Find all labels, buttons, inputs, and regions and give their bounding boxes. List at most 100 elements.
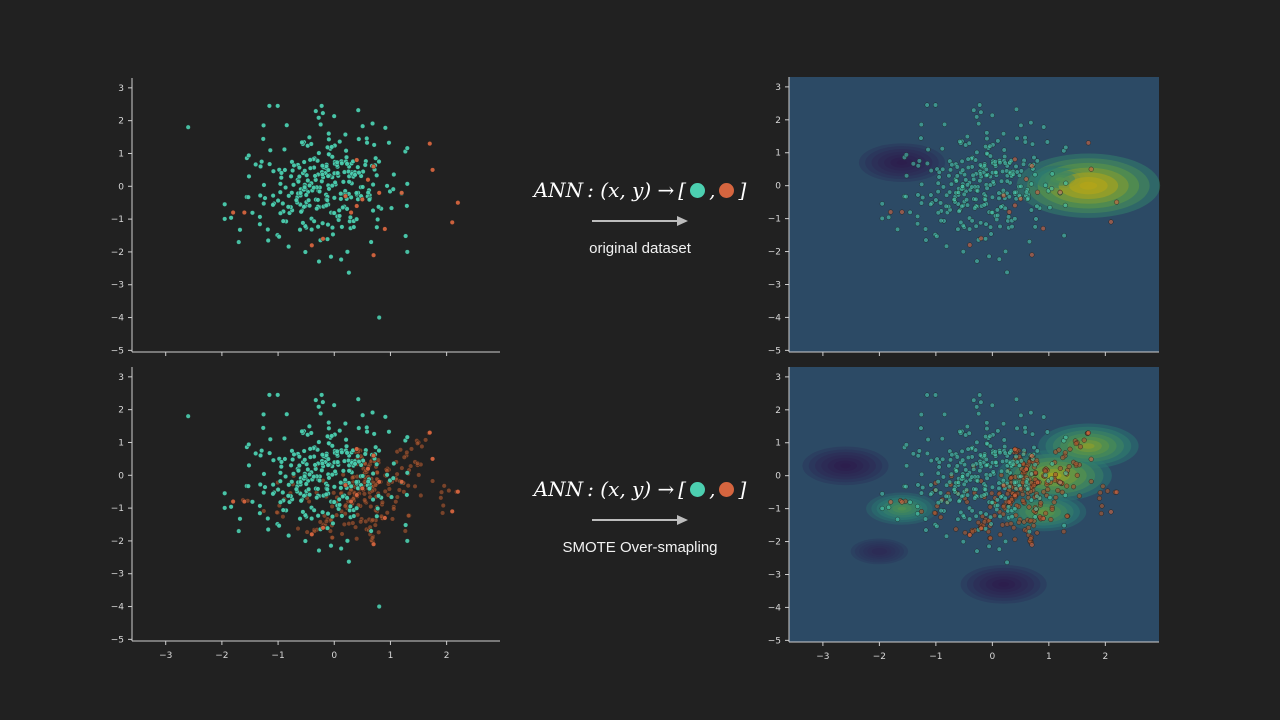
majority-point <box>278 479 283 484</box>
majority-point <box>1024 480 1029 485</box>
majority-point <box>975 440 980 445</box>
majority-point <box>335 449 340 454</box>
synthetic-minority-point <box>1089 479 1094 484</box>
majority-point <box>984 222 989 227</box>
majority-point <box>1023 140 1028 145</box>
majority-point <box>895 227 900 232</box>
majority-point <box>298 516 303 521</box>
majority-point <box>317 189 322 194</box>
synthetic-minority-point <box>376 530 381 535</box>
majority-point <box>961 539 966 544</box>
contour-level <box>1080 182 1098 190</box>
majority-point <box>345 451 350 456</box>
majority-point <box>371 471 376 476</box>
majority-point <box>320 221 325 226</box>
synthetic-minority-point <box>1097 496 1102 501</box>
majority-point <box>989 522 994 527</box>
synthetic-minority-point <box>439 490 444 495</box>
majority-point <box>363 163 368 168</box>
majority-point <box>317 478 322 483</box>
x-tick-label: 0 <box>331 651 337 661</box>
majority-point <box>916 163 921 168</box>
majority-point <box>336 218 341 223</box>
majority-point <box>944 483 949 488</box>
majority-outlier-point <box>377 315 382 320</box>
majority-point <box>340 514 345 519</box>
majority-point <box>353 462 358 467</box>
majority-point <box>229 505 234 510</box>
majority-point <box>337 139 342 144</box>
synthetic-minority-point <box>1064 484 1069 489</box>
majority-point <box>937 175 942 180</box>
majority-point <box>1027 239 1032 244</box>
majority-point <box>983 526 988 531</box>
synthetic-minority-point <box>358 519 363 524</box>
majority-point <box>997 196 1002 201</box>
synthetic-minority-point <box>1056 488 1061 493</box>
majority-point <box>389 495 394 500</box>
majority-point <box>978 178 983 183</box>
majority-point <box>383 415 388 420</box>
majority-point <box>356 108 361 113</box>
minority-point <box>1041 516 1046 521</box>
majority-point <box>261 426 266 431</box>
majority-point <box>976 411 981 416</box>
majority-point <box>316 224 321 229</box>
majority-point <box>987 254 992 259</box>
minority-point <box>1001 193 1006 198</box>
majority-point <box>925 103 930 108</box>
synthetic-minority-point <box>1011 525 1016 530</box>
synthetic-minority-point <box>1020 492 1025 497</box>
synthetic-minority-point <box>1060 455 1065 460</box>
majority-point <box>1000 459 1005 464</box>
majority-point <box>246 153 251 158</box>
majority-point <box>360 474 365 479</box>
majority-point <box>940 146 945 151</box>
majority-point <box>990 403 995 408</box>
majority-point <box>1050 462 1055 467</box>
majority-point <box>1003 161 1008 166</box>
majority-point <box>963 468 968 473</box>
majority-point <box>1019 184 1024 189</box>
majority-point <box>283 474 288 479</box>
minority-point <box>1035 480 1040 485</box>
majority-point <box>1035 449 1040 454</box>
majority-point <box>978 172 983 177</box>
y-tick-label: −2 <box>111 537 124 547</box>
majority-point <box>965 493 970 498</box>
majority-point <box>356 137 361 142</box>
majority-point <box>238 516 243 521</box>
synthetic-minority-point <box>1082 438 1087 443</box>
majority-point <box>1033 515 1038 520</box>
synthetic-minority-point <box>331 491 336 496</box>
majority-point <box>313 174 318 179</box>
majority-point <box>339 257 344 262</box>
majority-point <box>291 471 296 476</box>
majority-point <box>990 500 995 505</box>
synthetic-minority-point <box>1005 491 1010 496</box>
majority-point <box>319 393 324 398</box>
majority-point <box>352 225 357 230</box>
majority-point <box>947 463 952 468</box>
y-tick-label: −1 <box>111 215 124 225</box>
majority-point <box>345 539 350 544</box>
majority-point <box>956 517 961 522</box>
majority-point <box>966 165 971 170</box>
x-tick-label: 2 <box>444 651 450 661</box>
synthetic-minority-point <box>370 518 375 523</box>
majority-point <box>1014 164 1019 169</box>
majority-point <box>329 543 334 548</box>
majority-point <box>955 455 960 460</box>
majority-point <box>318 122 323 127</box>
majority-point <box>1013 216 1018 221</box>
minority-point <box>1013 493 1018 498</box>
majority-point <box>307 492 312 497</box>
majority-point <box>316 513 321 518</box>
majority-point <box>336 507 341 512</box>
y-tick-label: −2 <box>768 248 781 258</box>
majority-point <box>923 227 928 232</box>
formula-separator: , <box>709 477 715 501</box>
minority-point <box>1013 447 1018 452</box>
majority-point <box>999 205 1004 210</box>
